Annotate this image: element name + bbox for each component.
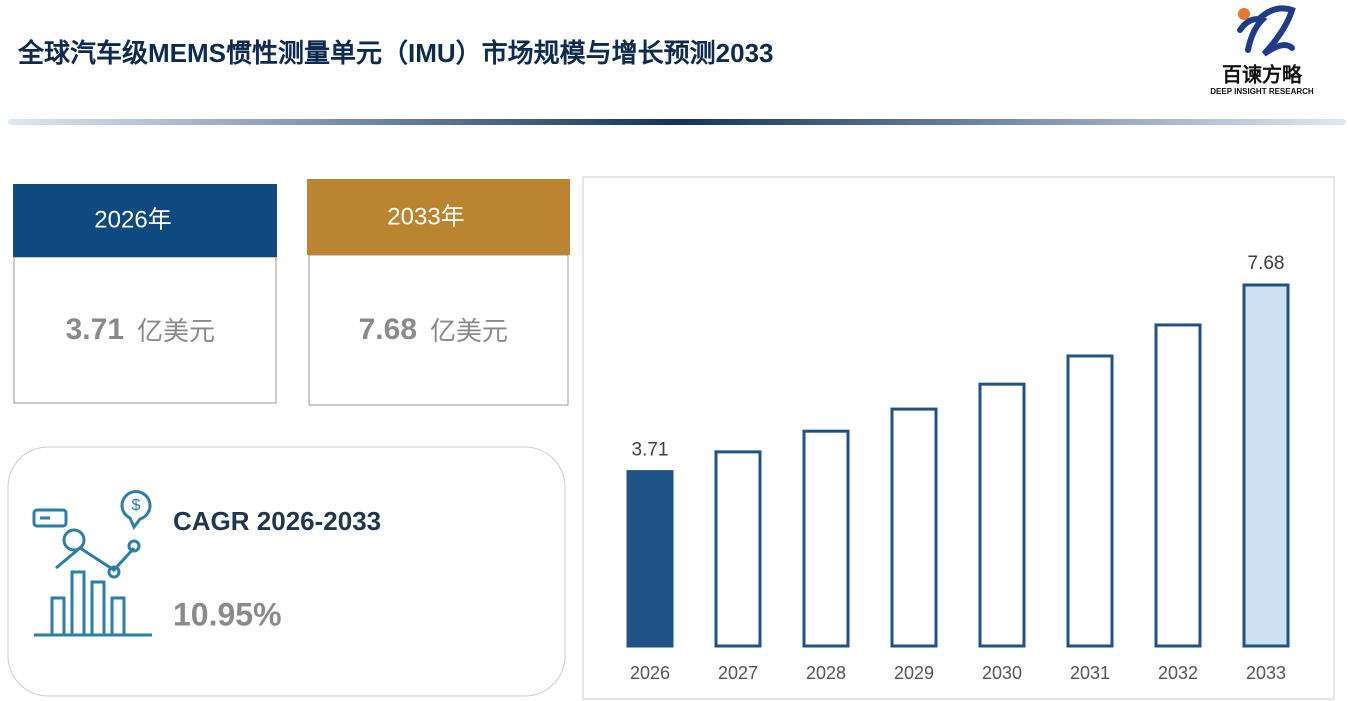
value-label: 7.68 <box>1248 253 1285 274</box>
cagr-icon: $ <box>32 490 152 637</box>
cagr-value: 10.95% <box>173 596 282 632</box>
logo-mark <box>1237 5 1296 57</box>
value-label: 3.71 <box>632 440 669 461</box>
bar <box>1066 354 1114 648</box>
bar <box>626 470 674 648</box>
bar <box>978 382 1026 648</box>
card-unit: 亿美元 <box>137 316 215 346</box>
svg-text:$: $ <box>132 497 141 514</box>
logo-tagline: DEEP INSIGHT RESEARCH <box>1210 87 1314 96</box>
cagr-label: CAGR 2026-2033 <box>173 506 381 536</box>
logo-name: 百谏方略 <box>1222 62 1303 86</box>
bar <box>802 429 850 648</box>
chart-frame <box>582 176 1335 700</box>
x-tick-label: 2030 <box>982 663 1022 683</box>
x-tick-label: 2029 <box>894 663 934 683</box>
page-title: 全球汽车级MEMS惯性测量单元（IMU）市场规模与增长预测2033 <box>17 38 774 68</box>
card-header <box>13 184 277 257</box>
card-label: 2026年 <box>94 206 171 233</box>
x-tick-label: 2032 <box>1158 663 1198 683</box>
x-tick-label: 2027 <box>718 663 758 683</box>
x-tick-label: 2031 <box>1070 663 1110 683</box>
card-body <box>13 256 277 404</box>
plot: 3.71 2026 2027 2028 2029 2030 2031 2032 7.68 2033 <box>626 253 1290 683</box>
bar <box>1242 283 1290 648</box>
bar <box>890 407 938 648</box>
cagr-box <box>7 446 566 697</box>
card-header <box>307 179 570 255</box>
bar <box>1154 323 1202 648</box>
card-body <box>308 254 569 406</box>
bar <box>714 450 762 648</box>
x-tick-label: 2028 <box>806 663 846 683</box>
x-tick-label: 2026 <box>630 663 670 683</box>
divider <box>8 119 1346 125</box>
card-value: 7.68 <box>359 313 417 346</box>
card-unit: 亿美元 <box>430 316 508 346</box>
logo-dot <box>1238 8 1250 20</box>
logo: 百谏方略 DEEP INSIGHT RESEARCH <box>1210 5 1314 96</box>
card-label: 2033年 <box>387 203 464 230</box>
x-tick-label: 2033 <box>1246 663 1286 683</box>
card-value: 3.71 <box>66 313 124 346</box>
